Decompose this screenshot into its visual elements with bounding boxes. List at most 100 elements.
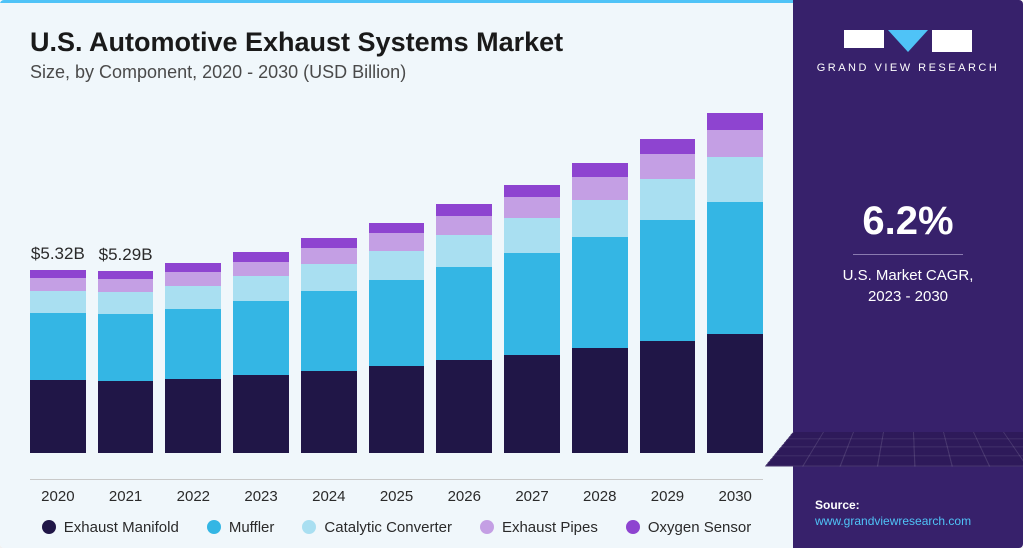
divider xyxy=(853,254,963,255)
bar-segment xyxy=(504,253,560,355)
bar-segment xyxy=(640,341,696,452)
bar-segment xyxy=(640,179,696,220)
bar-segment xyxy=(504,355,560,453)
year-label: 2026 xyxy=(436,488,492,505)
legend-item: Muffler xyxy=(207,519,275,536)
bar-segment xyxy=(436,235,492,267)
bar-2021: $5.29B xyxy=(98,271,154,453)
bar-segment xyxy=(436,204,492,216)
logo-icon xyxy=(844,26,972,52)
bar-segment xyxy=(572,177,628,200)
bar-segment xyxy=(30,270,86,278)
legend-label: Exhaust Pipes xyxy=(502,519,598,536)
floor-grid-decor xyxy=(765,432,1023,466)
side-panel: GRAND VIEW RESEARCH 6.2% U.S. Market CAG… xyxy=(793,0,1023,548)
x-axis-labels: 2020202120222023202420252026202720282029… xyxy=(30,488,763,505)
bar-2028 xyxy=(572,163,628,453)
bar-segment xyxy=(98,381,154,453)
year-label: 2022 xyxy=(165,488,221,505)
bar-segment xyxy=(165,309,221,379)
source-block: Source: www.grandviewresearch.com xyxy=(815,498,1001,528)
legend-item: Catalytic Converter xyxy=(302,519,452,536)
year-label: 2030 xyxy=(707,488,763,505)
year-label: 2029 xyxy=(640,488,696,505)
bar-segment xyxy=(98,292,154,314)
bar-value-label: $5.29B xyxy=(99,245,153,265)
cagr-metric: 6.2% U.S. Market CAGR, 2023 - 2030 xyxy=(815,199,1001,307)
bar-segment xyxy=(30,313,86,380)
bar-segment xyxy=(707,157,763,202)
bar-segment xyxy=(572,163,628,177)
market-chart-card: U.S. Automotive Exhaust Systems Market S… xyxy=(0,0,1023,548)
chart-panel: U.S. Automotive Exhaust Systems Market S… xyxy=(0,0,793,548)
source-label: Source: xyxy=(815,498,1001,512)
bar-2029 xyxy=(640,139,696,452)
cagr-value: 6.2% xyxy=(815,199,1001,244)
year-label: 2024 xyxy=(301,488,357,505)
legend-swatch xyxy=(42,520,56,534)
year-label: 2023 xyxy=(233,488,289,505)
bar-segment xyxy=(233,262,289,277)
bar-segment xyxy=(707,202,763,334)
bar-segment xyxy=(640,154,696,179)
legend-item: Exhaust Manifold xyxy=(42,519,179,536)
bar-2025 xyxy=(369,223,425,453)
bar-segment xyxy=(572,348,628,453)
bar-segment xyxy=(165,272,221,286)
legend-label: Oxygen Sensor xyxy=(648,519,751,536)
brand-logo: GRAND VIEW RESEARCH xyxy=(815,26,1001,74)
bar-segment xyxy=(301,238,357,248)
bar-segment xyxy=(640,139,696,154)
legend-label: Muffler xyxy=(229,519,275,536)
bar-segment xyxy=(98,279,154,292)
bar-segment xyxy=(504,197,560,218)
bar-segment xyxy=(98,314,154,381)
bar-segment xyxy=(233,276,289,301)
bar-segment xyxy=(233,252,289,261)
bar-segment xyxy=(572,237,628,348)
bar-segment xyxy=(707,113,763,130)
year-label: 2025 xyxy=(369,488,425,505)
legend-swatch xyxy=(626,520,640,534)
source-url: www.grandviewresearch.com xyxy=(815,514,1001,528)
bar-segment xyxy=(165,286,221,309)
bar-segment xyxy=(301,248,357,264)
legend-label: Catalytic Converter xyxy=(324,519,452,536)
bar-segment xyxy=(572,200,628,238)
bar-segment xyxy=(301,291,357,371)
bar-2026 xyxy=(436,204,492,452)
bar-segment xyxy=(640,220,696,341)
bar-segment xyxy=(165,379,221,453)
bar-segment xyxy=(165,263,221,272)
bar-2022 xyxy=(165,263,221,452)
year-label: 2028 xyxy=(572,488,628,505)
bar-2023 xyxy=(233,252,289,452)
legend-item: Exhaust Pipes xyxy=(480,519,598,536)
bar-2030 xyxy=(707,113,763,453)
chart-subtitle: Size, by Component, 2020 - 2030 (USD Bil… xyxy=(30,62,763,83)
bar-2027 xyxy=(504,185,560,453)
bar-segment xyxy=(436,360,492,452)
stacked-bar-chart: $5.32B$5.29B xyxy=(30,113,763,480)
bar-2020: $5.32B xyxy=(30,270,86,453)
brand-name: GRAND VIEW RESEARCH xyxy=(817,62,1000,74)
bar-segment xyxy=(301,371,357,453)
chart-legend: Exhaust Manifold Muffler Catalytic Convert… xyxy=(30,519,763,536)
bar-segment xyxy=(98,271,154,279)
bar-segment xyxy=(30,278,86,291)
cagr-desc: U.S. Market CAGR, 2023 - 2030 xyxy=(815,265,1001,307)
bar-segment xyxy=(504,185,560,198)
bar-value-label: $5.32B xyxy=(31,244,85,264)
bar-segment xyxy=(301,264,357,291)
bar-segment xyxy=(369,251,425,280)
bar-segment xyxy=(30,380,86,452)
bar-segment xyxy=(436,216,492,235)
bar-segment xyxy=(369,280,425,366)
legend-item: Oxygen Sensor xyxy=(626,519,751,536)
legend-swatch xyxy=(480,520,494,534)
bar-segment xyxy=(436,267,492,361)
year-label: 2021 xyxy=(98,488,154,505)
bar-segment xyxy=(233,301,289,375)
legend-swatch xyxy=(302,520,316,534)
bar-segment xyxy=(707,334,763,453)
